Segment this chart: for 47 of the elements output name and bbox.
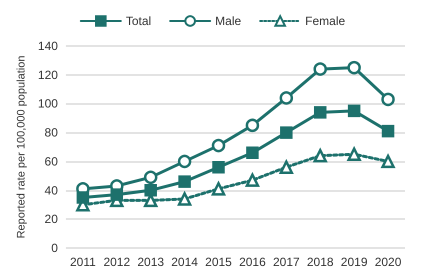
point <box>212 182 226 196</box>
x-tick-label: 2011 <box>70 255 96 269</box>
point <box>246 173 260 187</box>
point <box>348 104 360 118</box>
point <box>280 126 293 139</box>
y-tick-label: 0 <box>51 241 58 255</box>
point <box>212 138 226 152</box>
point <box>313 62 327 76</box>
legend-label: Female <box>305 14 346 28</box>
x-tick-label: 2019 <box>340 255 368 269</box>
y-tick-label: 80 <box>44 126 58 140</box>
x-tick-label: 2020 <box>374 255 402 269</box>
x-tick-label: 2012 <box>103 255 130 269</box>
point <box>178 175 191 188</box>
y-tick-label: 140 <box>38 39 58 53</box>
point <box>313 148 327 162</box>
point <box>381 92 395 106</box>
legend-label: Male <box>215 14 242 28</box>
x-tick-label: 2017 <box>272 255 300 269</box>
point <box>212 160 225 174</box>
point <box>144 170 158 184</box>
point <box>280 91 294 105</box>
point <box>347 60 361 74</box>
point <box>178 192 192 206</box>
point <box>381 154 395 168</box>
y-tick-label: 120 <box>38 68 58 82</box>
point <box>314 106 326 119</box>
point <box>347 147 361 161</box>
point <box>178 154 192 168</box>
point <box>246 118 260 132</box>
legend-label: Total <box>126 14 152 28</box>
point <box>280 160 294 174</box>
point <box>144 184 157 197</box>
y-tick-label: 20 <box>44 212 58 226</box>
x-tick-label: 2018 <box>306 255 334 269</box>
x-tick-label: 2016 <box>239 255 266 269</box>
y-axis-title: Reported rate per 100,000 population <box>16 56 28 238</box>
point <box>246 146 259 160</box>
y-tick-label: 60 <box>44 154 58 168</box>
point <box>110 188 124 201</box>
x-tick-label: 2014 <box>171 255 198 269</box>
x-tick-label: 2015 <box>205 255 232 269</box>
point <box>76 191 90 204</box>
x-tick-label: 2013 <box>137 255 164 269</box>
y-tick-label: 40 <box>44 183 58 198</box>
y-tick-label: 100 <box>38 96 58 111</box>
point <box>382 124 394 138</box>
